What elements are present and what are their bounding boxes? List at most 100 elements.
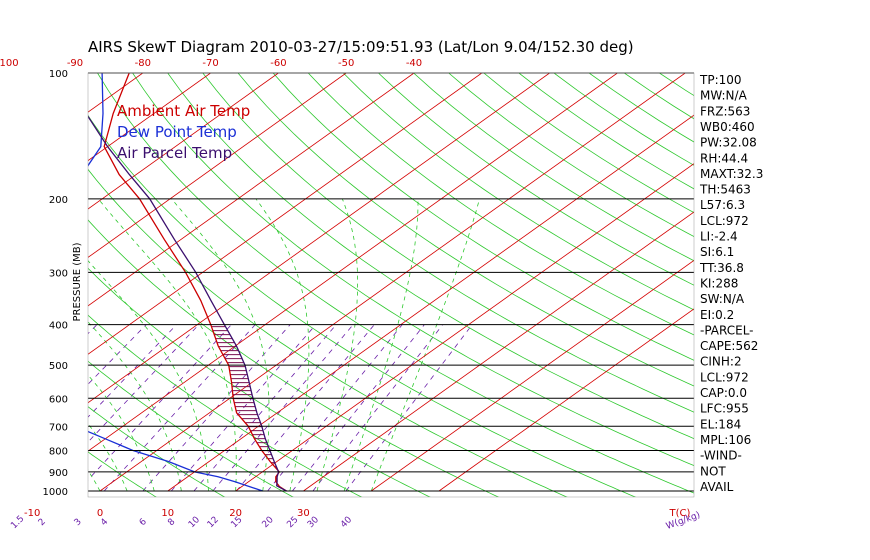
dry-adiabat-line xyxy=(97,73,694,494)
top-temp-tick-label: -60 xyxy=(270,58,286,69)
index-item: -WIND- xyxy=(700,449,742,463)
dry-adiabat-line xyxy=(272,73,694,361)
pressure-tick-label: 300 xyxy=(49,268,68,279)
dry-adiabat-line xyxy=(132,73,694,467)
dry-adiabat-line xyxy=(88,168,568,497)
index-item: NOT xyxy=(700,464,726,478)
isotherm-line xyxy=(88,73,483,355)
mixing-ratio-line xyxy=(292,324,425,492)
top-temp-tick-label: -90 xyxy=(67,58,83,69)
isotherm-line xyxy=(438,308,694,492)
moist-adiabat-line xyxy=(0,199,46,491)
index-item: KI:288 xyxy=(700,276,738,290)
index-item: CINH:2 xyxy=(700,355,742,369)
mixing-ratio-tick-label: 10 xyxy=(187,515,202,530)
temp-tick-label: 10 xyxy=(161,508,174,519)
isotherm-line xyxy=(370,259,694,492)
mixing-ratio-line xyxy=(88,324,147,385)
index-item: AVAIL xyxy=(700,480,734,494)
moist-adiabat-line xyxy=(171,198,270,492)
mixing-ratio-line xyxy=(212,324,354,492)
dry-adiabat-line xyxy=(88,314,363,497)
isotherm-line xyxy=(88,73,211,162)
dry-adiabat-line xyxy=(483,73,694,214)
chart-title: AIRS SkewT Diagram 2010-03-27/15:09:51.9… xyxy=(88,38,634,56)
index-item: WB0:460 xyxy=(700,120,755,134)
dry-adiabat-line xyxy=(518,73,694,190)
index-item: CAPE:562 xyxy=(700,339,758,353)
index-item: TH:5463 xyxy=(699,183,751,197)
mixing-ratio-tick-label: 6 xyxy=(138,517,149,528)
mixing-ratio-line xyxy=(88,324,200,443)
mixing-ratio-line xyxy=(267,324,403,492)
isotherm-line xyxy=(88,73,550,404)
index-item: MPL:106 xyxy=(700,433,751,447)
isotherm-line xyxy=(303,211,694,492)
mixing-ratio-tick-label: 2 xyxy=(37,517,48,528)
isotherm-line xyxy=(88,73,415,307)
dry-adiabat-line xyxy=(800,73,870,500)
plot-area xyxy=(0,73,870,500)
mixing-ratio-line xyxy=(236,324,375,492)
dry-adiabat-line xyxy=(88,406,226,497)
legend-ambient: Ambient Air Temp xyxy=(117,102,250,120)
index-item: LCL:972 xyxy=(700,214,749,228)
dry-adiabat-line xyxy=(448,73,694,238)
dry-adiabat-line xyxy=(202,73,694,413)
isotherm-line xyxy=(235,163,694,492)
index-item: FRZ:563 xyxy=(700,104,750,118)
moist-adiabat-line xyxy=(343,198,419,492)
pressure-tick-label: 900 xyxy=(49,468,68,479)
index-item: PW:32.08 xyxy=(700,136,757,150)
mixing-ratio-tick-label: 4 xyxy=(99,517,110,528)
mixing-ratio-line xyxy=(312,324,444,492)
temp-axis-label: T(C) xyxy=(669,508,691,519)
mixing-ratio-tick-label: 40 xyxy=(339,515,354,530)
cape-hatching xyxy=(211,326,278,484)
index-item: EL:184 xyxy=(700,417,741,431)
temp-tick-label: 0 xyxy=(97,508,103,519)
index-item: LI:-2.4 xyxy=(700,230,738,244)
mixing-ratio-line xyxy=(345,324,473,492)
dry-adiabats xyxy=(0,73,870,500)
pressure-tick-label: 100 xyxy=(49,69,68,80)
dry-adiabat-line xyxy=(88,451,157,497)
plot-frame xyxy=(87,72,695,498)
index-item: L57:6.3 xyxy=(700,198,745,212)
dewpoint-profile-line xyxy=(88,73,263,492)
mixing-ratio-line xyxy=(0,325,37,491)
index-item: LFC:955 xyxy=(700,402,749,416)
isotherm-line xyxy=(88,73,279,210)
mixing-ratio-tick-label: 3 xyxy=(73,517,84,528)
dry-adiabat-line xyxy=(378,73,694,286)
isotherm-line xyxy=(0,73,7,491)
mixing-ratio-tick-label: 8 xyxy=(166,517,177,528)
dry-adiabat-line xyxy=(0,73,23,500)
y-axis-label: PRESSURE (MB) xyxy=(72,242,83,321)
index-item: -PARCEL- xyxy=(700,323,754,337)
top-temp-tick-label: -100 xyxy=(0,58,19,69)
index-item: SW:N/A xyxy=(700,292,745,306)
index-item: LCL:972 xyxy=(700,370,749,384)
mixing-ratio-line xyxy=(88,324,232,481)
moist-adiabat-line xyxy=(316,198,359,492)
mixing-ratio-line xyxy=(103,324,256,492)
dry-adiabat-line xyxy=(88,360,294,497)
pressure-tick-label: 200 xyxy=(49,195,68,206)
dry-adiabat-line xyxy=(413,73,694,262)
index-item: TT:36.8 xyxy=(699,261,744,275)
moist-adiabat-line xyxy=(370,198,480,492)
moist-adiabat-line xyxy=(0,199,19,491)
pressure-tick-label: 1000 xyxy=(43,487,68,498)
index-item: EI:0.2 xyxy=(700,308,734,322)
mixing-ratio-line xyxy=(88,324,98,335)
mixing-ratio-tick-label: 12 xyxy=(206,515,221,530)
profile-series xyxy=(88,73,287,492)
index-item: SI:6.1 xyxy=(700,245,734,259)
dry-adiabat-line xyxy=(88,114,637,497)
isotherms xyxy=(0,73,694,492)
pressure-tick-label: 800 xyxy=(49,446,68,457)
index-item: MW:N/A xyxy=(700,89,748,103)
